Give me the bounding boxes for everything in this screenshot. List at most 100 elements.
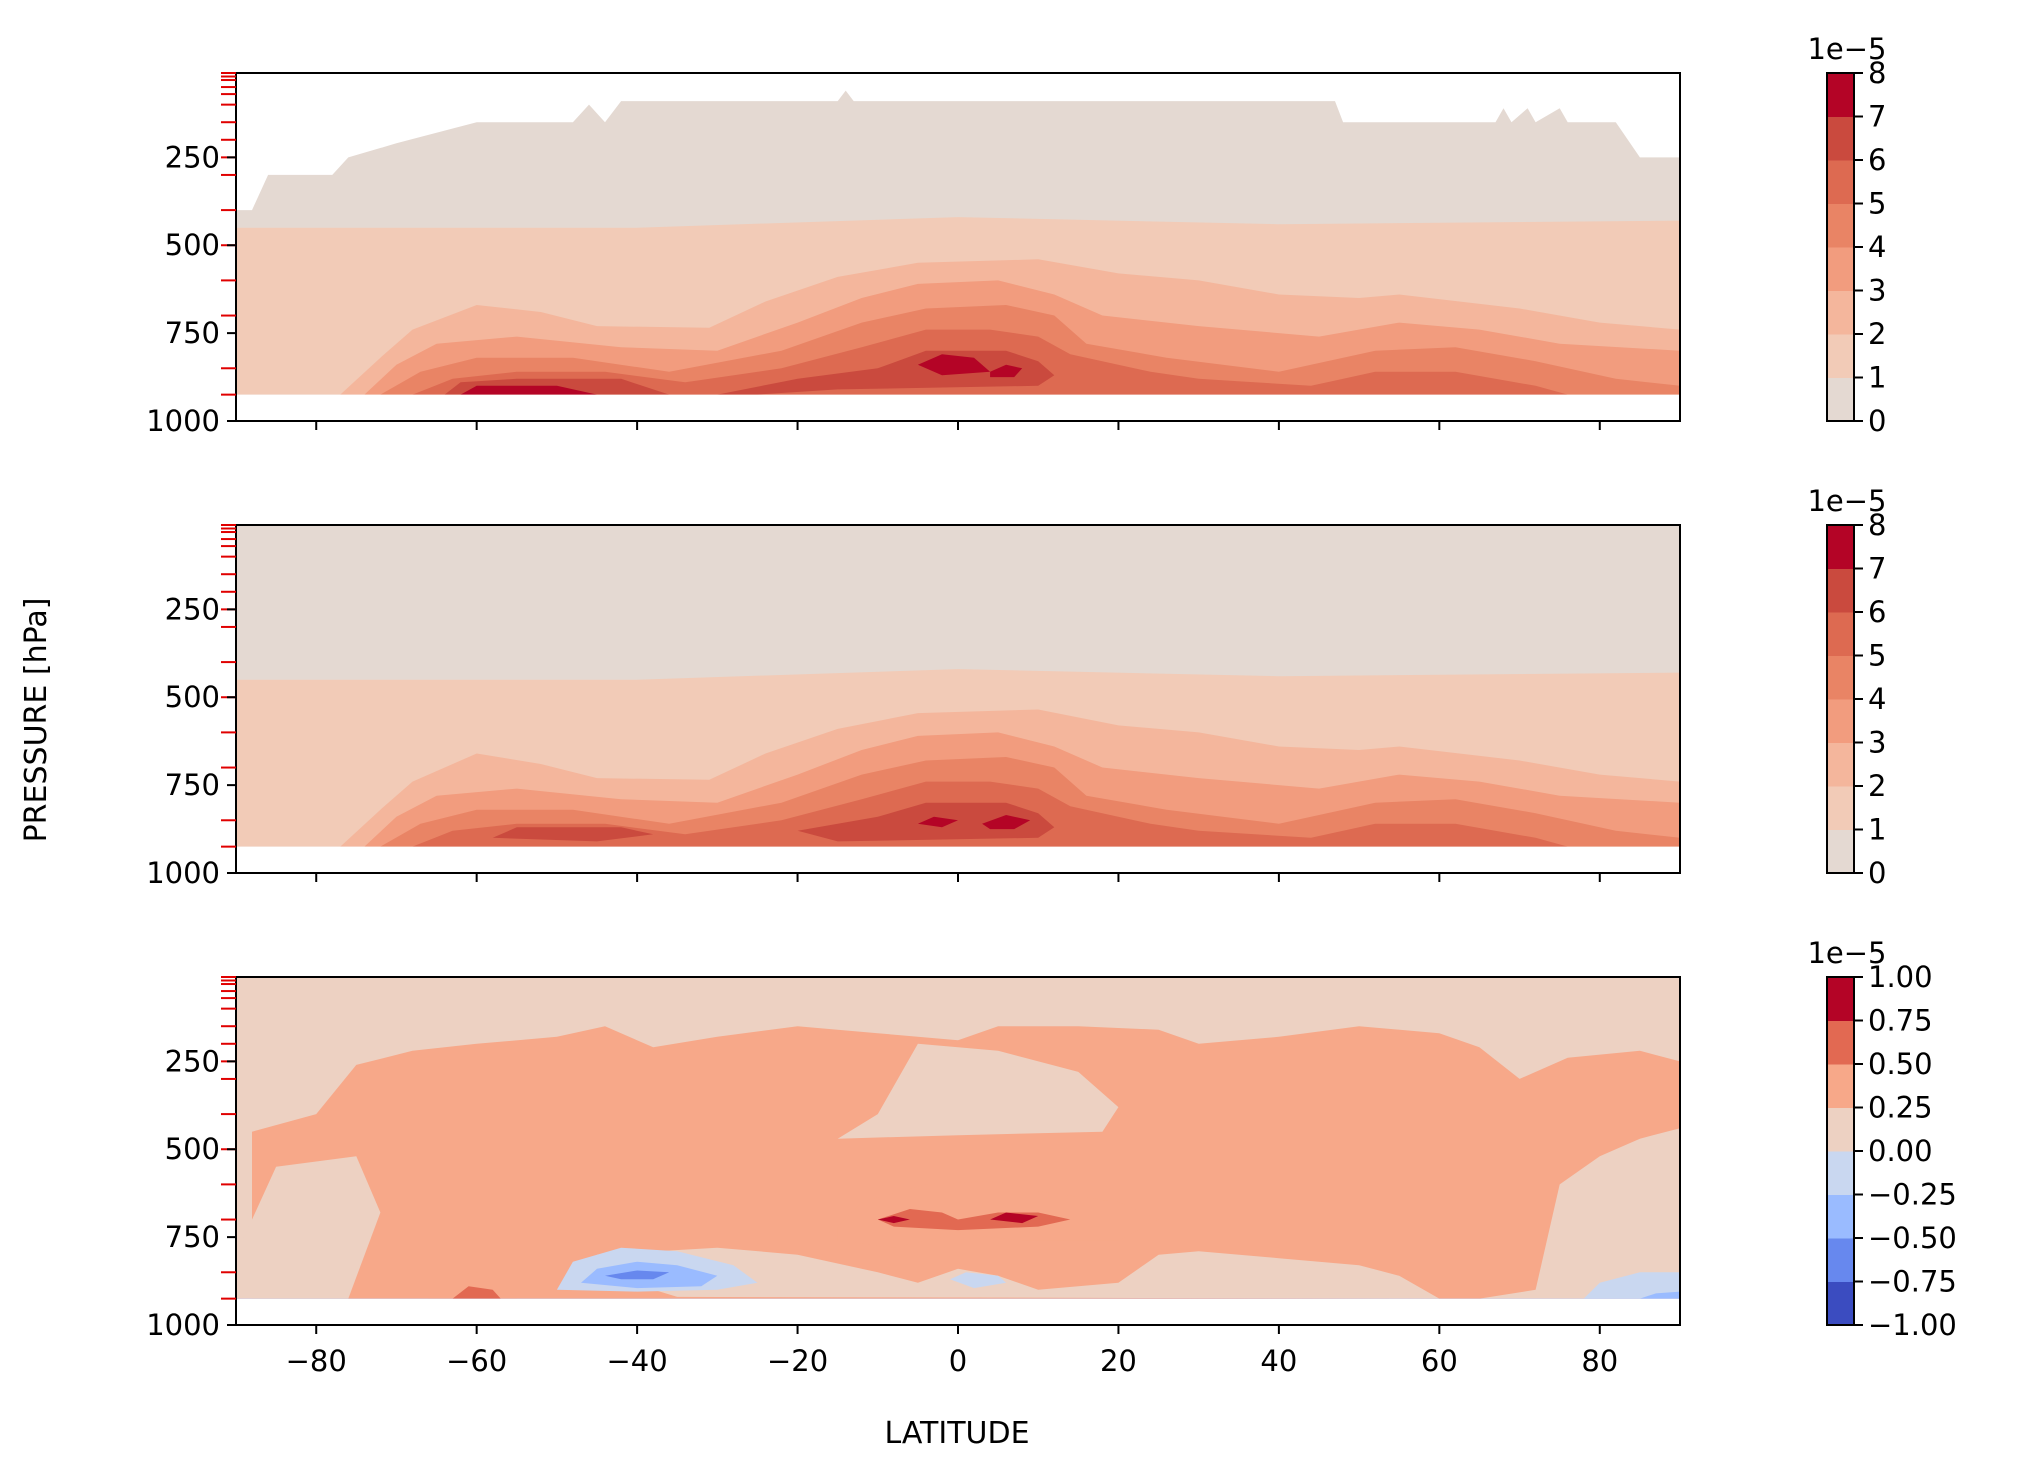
colorbar-tick-label: 5: [1868, 187, 1886, 221]
y-tick-label: 250: [165, 592, 220, 626]
x-tick-label: −60: [446, 1344, 507, 1378]
y-tick-label: 750: [165, 316, 220, 350]
contour-level-6: [444, 350, 1055, 395]
colorbar-segment: [1827, 1194, 1854, 1239]
colorbar-tick-label: 6: [1868, 595, 1886, 629]
contour-fill: [236, 90, 1680, 395]
colorbar-segment: [1827, 1064, 1854, 1108]
colorbar-tick-label: 0.50: [1868, 1047, 1933, 1081]
panel-2: 250 500 750 1000 0 1 2 3 4 5 6 7 81e−5: [146, 484, 1886, 890]
x-axis-label: LATITUDE: [884, 1416, 1029, 1451]
colorbar-tick-label: 8: [1868, 56, 1886, 90]
contour-level-6: [492, 827, 654, 842]
y-tick-label: 500: [165, 680, 220, 714]
y-tick-label: 1000: [146, 1308, 220, 1342]
y-tick-label: 250: [165, 140, 220, 174]
colorbar-exponent-label: 1e−5: [1807, 32, 1886, 66]
colorbar-tick-label: −0.50: [1868, 1221, 1957, 1255]
y-tick-label: 750: [165, 1220, 220, 1254]
colorbar-segment: [1827, 247, 1854, 291]
colorbar-exponent-label: 1e−5: [1807, 484, 1886, 518]
x-tick-label: 80: [1581, 1344, 1618, 1378]
contour-level-6: [452, 1286, 501, 1299]
y-axis-label: PRESSURE [hPa]: [19, 598, 54, 843]
colorbar-tick-label: 3: [1868, 274, 1886, 308]
colorbar-tick-label: −1.00: [1868, 1308, 1957, 1342]
colorbar-tick-label: 8: [1868, 508, 1886, 542]
colorbar-tick-label: 0.00: [1868, 1134, 1933, 1168]
contour-fill: [236, 977, 1680, 1299]
y-tick-label: 750: [165, 768, 220, 802]
x-tick-label: 40: [1260, 1344, 1297, 1378]
colorbar-segment: [1827, 655, 1854, 700]
y-tick-label: 500: [165, 228, 220, 262]
y-tick-label: 500: [165, 1132, 220, 1166]
colorbar-tick-label: 0.25: [1868, 1091, 1933, 1125]
colorbar-tick-label: 4: [1868, 682, 1886, 716]
colorbar-tick-label: 3: [1868, 726, 1886, 760]
colorbar-tick-label: 1: [1868, 361, 1886, 395]
colorbar-segment: [1827, 290, 1854, 335]
colorbar-tick-label: −0.75: [1868, 1265, 1957, 1299]
colorbar-segment: [1827, 334, 1854, 378]
contour-level-8: [982, 815, 1031, 830]
contour-level-4: [236, 1156, 381, 1299]
colorbar-segment: [1827, 1151, 1854, 1195]
colorbar-segment: [1827, 742, 1854, 787]
contour-level-4: [597, 1247, 1440, 1299]
colorbar-segment: [1827, 977, 1854, 1021]
colorbar-exponent-label: 1e−5: [1807, 936, 1886, 970]
colorbar-segment: [1827, 1020, 1854, 1065]
x-tick-label: 0: [949, 1344, 967, 1378]
contour-level-7: [917, 354, 991, 376]
contour-level-3: [950, 1272, 1007, 1289]
contour-level-7: [990, 1212, 1039, 1224]
colorbar-tick-label: −0.25: [1868, 1178, 1957, 1212]
colorbar-tick-label: 6: [1868, 143, 1886, 177]
colorbar-segment: [1827, 73, 1854, 117]
colorbar-tick-label: 1: [1868, 813, 1886, 847]
panel-1: 250 500 750 1000 0 1 2 3 4 5 6 7 81e−5: [146, 32, 1886, 438]
contour-level-4: [837, 1043, 1119, 1139]
colorbar-tick-label: 7: [1868, 100, 1886, 134]
colorbar-segment: [1827, 160, 1854, 204]
colorbar-tick-label: 5: [1868, 639, 1886, 673]
colorbar-segment: [1827, 203, 1854, 248]
colorbar-segment: [1827, 612, 1854, 656]
colorbar-tick-label: 0.75: [1868, 1004, 1933, 1038]
colorbar-segment: [1827, 786, 1854, 830]
colorbar-tick-label: 4: [1868, 230, 1886, 264]
colorbar-segment: [1827, 829, 1854, 874]
colorbar-segment: [1827, 377, 1854, 422]
colorbar-segment: [1827, 699, 1854, 743]
y-tick-label: 250: [165, 1044, 220, 1078]
contour-fill: [236, 525, 1680, 847]
colorbar-tick-label: 0: [1868, 404, 1886, 438]
x-tick-label: −40: [607, 1344, 668, 1378]
colorbar-segment: [1827, 1281, 1854, 1326]
colorbar-segment: [1827, 1238, 1854, 1282]
x-tick-label: −80: [286, 1344, 347, 1378]
colorbar-tick-label: 0: [1868, 856, 1886, 890]
y-tick-label: 1000: [146, 856, 220, 890]
contour-level-3: [1583, 1272, 1680, 1299]
contour-level-7: [917, 816, 958, 828]
contour-level-7: [460, 385, 597, 395]
contour-level-5: [428, 1272, 517, 1299]
x-tick-label: 20: [1100, 1344, 1137, 1378]
contour-level-7: [877, 1216, 910, 1224]
contour-level-1: [605, 1270, 670, 1280]
colorbar-segment: [1827, 116, 1854, 161]
x-tick-label: −20: [767, 1344, 828, 1378]
colorbar-tick-label: 7: [1868, 552, 1886, 586]
colorbar-tick-label: 1.00: [1868, 960, 1933, 994]
colorbar-segment: [1827, 568, 1854, 613]
contour-level-8: [990, 364, 1023, 378]
panel-3: 250 500 750 1000 −80 −60 −40 −20 0 20 40 60 80 −1.00 −…: [146, 936, 1957, 1378]
colorbar-segment: [1827, 1107, 1854, 1152]
x-tick-label: 60: [1421, 1344, 1458, 1378]
contour-level-2: [1639, 1291, 1680, 1299]
contour-level-5: [252, 1026, 1680, 1299]
colorbar-segment: [1827, 525, 1854, 569]
